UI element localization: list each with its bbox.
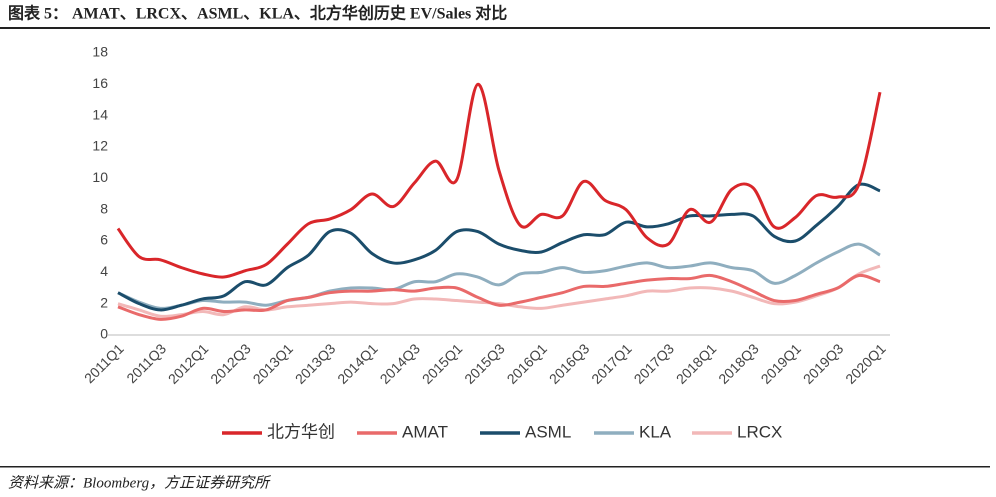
y-tick-label: 16 — [92, 75, 108, 91]
y-tick-label: 2 — [100, 294, 108, 310]
x-tick-label: 2012Q3 — [207, 340, 254, 387]
legend-label: 北方华创 — [267, 422, 335, 441]
x-tick-label: 2018Q3 — [715, 340, 762, 387]
source-note: 资料来源：Bloomberg，方正证券研究所 — [8, 474, 271, 491]
series-line — [117, 273, 881, 321]
x-tick-label: 2014Q3 — [377, 340, 424, 387]
series-line — [116, 82, 882, 279]
x-tick-label: 2011Q3 — [123, 340, 169, 386]
header-rule — [0, 27, 990, 29]
x-tick-label: 2015Q3 — [461, 340, 508, 387]
series-line — [117, 182, 881, 312]
legend-label: KLA — [639, 422, 672, 441]
y-tick-label: 4 — [100, 263, 108, 279]
chart-title: 图表 5： AMAT、LRCX、ASML、KLA、北方华创历史 EV/Sales… — [8, 4, 507, 23]
x-tick-label: 2017Q3 — [631, 340, 678, 387]
y-tick-label: 12 — [92, 138, 108, 154]
x-tick-label: 2013Q1 — [250, 340, 297, 387]
footer-rule — [0, 466, 990, 468]
y-tick-label: 8 — [100, 200, 108, 216]
series-line — [117, 242, 881, 310]
x-tick-label: 2018Q1 — [673, 340, 720, 387]
x-tick-label: 2019Q1 — [758, 340, 805, 387]
series-line — [117, 264, 881, 318]
x-tick-label: 2015Q1 — [419, 340, 466, 387]
y-tick-label: 14 — [92, 106, 108, 122]
x-tick-label: 2020Q1 — [842, 340, 889, 387]
y-tick-label: 0 — [100, 326, 108, 342]
x-tick-label: 2017Q1 — [588, 340, 635, 387]
legend-label: ASML — [525, 422, 571, 441]
x-tick-label: 2016Q1 — [504, 340, 551, 387]
y-tick-label: 10 — [92, 169, 108, 185]
legend-label: LRCX — [737, 422, 782, 441]
x-tick-label: 2011Q1 — [81, 340, 127, 386]
x-tick-label: 2016Q3 — [546, 340, 593, 387]
x-tick-label: 2013Q3 — [292, 340, 339, 387]
legend-label: AMAT — [402, 422, 448, 441]
x-tick-label: 2019Q3 — [800, 340, 847, 387]
x-tick-label: 2014Q1 — [334, 340, 381, 387]
y-tick-label: 18 — [92, 44, 108, 60]
x-tick-label: 2012Q1 — [165, 340, 212, 387]
y-tick-label: 6 — [100, 232, 108, 248]
